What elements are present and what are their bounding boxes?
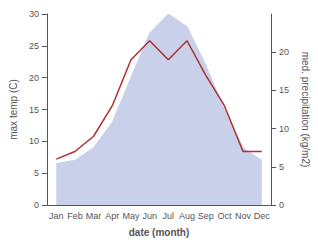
svg-text:Dec: Dec	[254, 211, 271, 221]
svg-text:Jan: Jan	[49, 211, 64, 221]
svg-text:0: 0	[34, 200, 39, 210]
svg-text:25: 25	[29, 41, 39, 51]
svg-text:20: 20	[29, 73, 39, 83]
svg-text:10: 10	[279, 124, 289, 134]
svg-text:Apr: Apr	[105, 211, 119, 221]
svg-text:20: 20	[279, 47, 289, 57]
svg-text:med. precipitation (kg/m2): med. precipitation (kg/m2)	[300, 52, 311, 168]
svg-text:5: 5	[34, 168, 39, 178]
svg-text:Nov: Nov	[235, 211, 252, 221]
svg-text:May: May	[122, 211, 140, 221]
svg-text:Mar: Mar	[86, 211, 102, 221]
svg-text:Jun: Jun	[142, 211, 157, 221]
svg-text:max temp (C): max temp (C)	[8, 79, 19, 140]
svg-text:10: 10	[29, 136, 39, 146]
svg-text:15: 15	[279, 85, 289, 95]
svg-text:Feb: Feb	[67, 211, 83, 221]
svg-text:30: 30	[29, 9, 39, 19]
svg-text:date (month): date (month)	[129, 227, 190, 238]
svg-text:Sep: Sep	[198, 211, 214, 221]
svg-text:Aug: Aug	[179, 211, 195, 221]
svg-text:15: 15	[29, 105, 39, 115]
svg-text:Jul: Jul	[163, 211, 175, 221]
svg-text:Oct: Oct	[217, 211, 232, 221]
svg-text:5: 5	[279, 162, 284, 172]
svg-text:0: 0	[279, 200, 284, 210]
